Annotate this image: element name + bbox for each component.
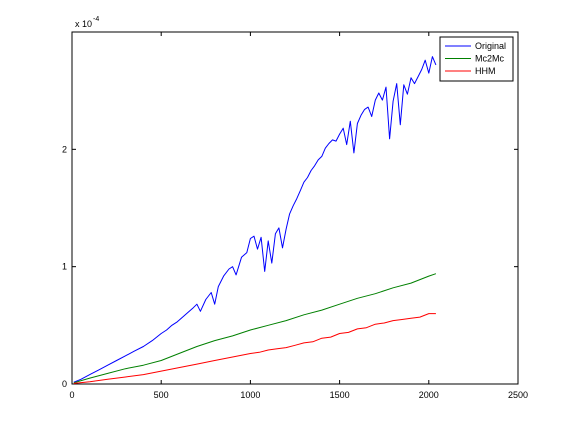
y-tick-label: 1	[62, 262, 67, 272]
plot-area	[72, 32, 518, 384]
y-tick-label: 2	[62, 144, 67, 154]
y-axis-exponent-power: -4	[93, 16, 99, 23]
x-tick-label: 500	[154, 390, 169, 400]
x-tick-label: 2000	[419, 390, 439, 400]
y-tick-label: 0	[62, 379, 67, 389]
x-tick-label: 2500	[508, 390, 528, 400]
y-axis-exponent-base: x 10	[75, 19, 92, 29]
legend-label: Original	[475, 41, 506, 51]
x-tick-label: 1000	[240, 390, 260, 400]
legend: Original Mc2Mc HHM	[440, 37, 513, 81]
x-tick-label: 1500	[330, 390, 350, 400]
legend-label: Mc2Mc	[475, 54, 504, 64]
x-tick-label: 0	[69, 390, 74, 400]
legend-label: HHM	[475, 66, 496, 76]
